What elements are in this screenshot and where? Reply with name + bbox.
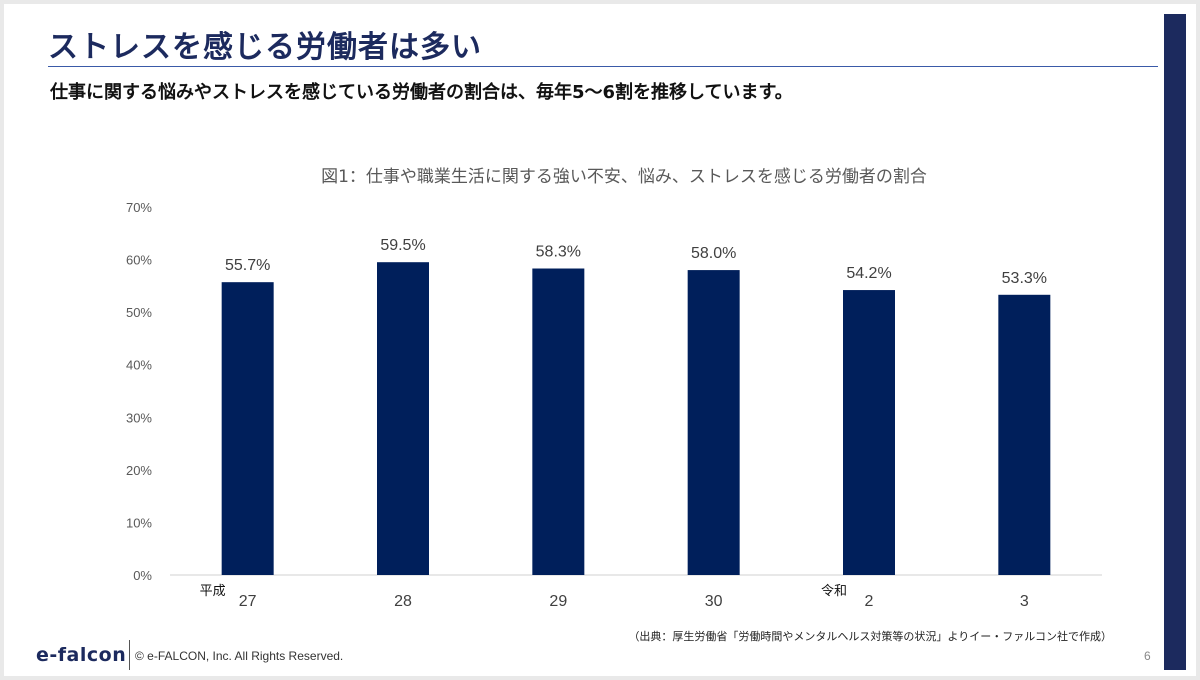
slide: ストレスを感じる労働者は多い 仕事に関する悩みやストレスを感じている労働者の割合… [4, 4, 1196, 676]
bar-chart: 0% 10% 20% 30% 40% 50% 60% 70% 55.7% 27 59.5% 28 58.… [126, 200, 1102, 610]
slide-subtitle: 仕事に関する悩みやストレスを感じている労働者の割合は、毎年5～6割を推移していま… [50, 82, 793, 103]
bar [221, 282, 274, 575]
x-tick-label: 3 [1020, 593, 1029, 610]
era-label: 令和 [821, 584, 847, 599]
bar [377, 262, 429, 575]
data-label: 54.2% [846, 265, 891, 282]
source-note: （出典：厚生労働省「労働時間やメンタルヘルス対策等の状況」よりイー・ファルコン社… [628, 630, 1112, 643]
bar [687, 270, 740, 575]
y-tick-label: 40% [126, 358, 152, 373]
y-tick-label: 30% [126, 410, 152, 425]
data-label: 55.7% [225, 257, 270, 274]
title-divider [48, 66, 1158, 67]
chart-title: 図1：仕事や職業生活に関する強い不安、悩み、ストレスを感じる労働者の割合 [321, 167, 927, 187]
x-tick-label: 28 [394, 593, 412, 610]
x-tick-label: 27 [239, 593, 257, 610]
y-tick-label: 0% [133, 568, 152, 583]
x-tick-label: 2 [865, 593, 874, 610]
page-number: 6 [1144, 649, 1151, 663]
y-tick-label: 10% [126, 515, 152, 530]
x-tick-label: 30 [705, 593, 723, 610]
slide-title: ストレスを感じる労働者は多い [48, 30, 482, 65]
x-tick-label: 29 [549, 593, 567, 610]
data-label: 58.3% [536, 244, 581, 261]
bar [843, 290, 895, 575]
copyright-text: © e-FALCON, Inc. All Rights Reserved. [135, 649, 344, 663]
y-tick-label: 70% [126, 200, 152, 215]
data-label: 59.5% [380, 237, 425, 254]
accent-bar [1164, 14, 1186, 670]
y-tick-label: 50% [126, 305, 152, 320]
data-label: 58.0% [691, 245, 736, 262]
data-label: 53.3% [1002, 270, 1047, 287]
y-tick-label: 60% [126, 253, 152, 268]
company-logo: e-falcon [36, 644, 127, 666]
bar [998, 294, 1051, 575]
bar [532, 268, 585, 575]
y-tick-label: 20% [126, 463, 152, 478]
footer-divider [129, 640, 130, 670]
era-label: 平成 [200, 584, 226, 599]
